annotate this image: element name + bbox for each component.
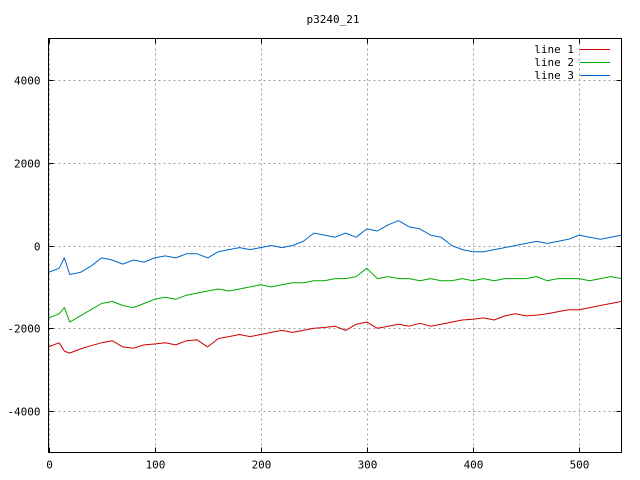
y-tick-label: -4000 [7,406,40,419]
y-tick-label: 0 [34,241,41,254]
series-line-2 [48,267,622,323]
axes: -4000 -2000 0 2000 4000 0 100 200 300 400 500 [7,38,622,472]
series-line-3 [48,220,622,275]
x-tick-label: 400 [464,459,484,472]
x-tick-label: 100 [146,459,166,472]
legend-label: line 1 [534,43,574,56]
series-line-1 [48,300,622,354]
x-tick-label: 500 [570,459,590,472]
y-tick-label: 2000 [14,158,41,171]
legend-label: line 2 [534,56,574,69]
chart-title: p3240_21 [307,13,360,26]
x-tick-label: 0 [46,459,53,472]
x-tick-label: 300 [358,459,378,472]
x-tick-label: 200 [252,459,272,472]
grid [48,38,622,453]
y-tick-label: -2000 [7,323,40,336]
series-group [48,220,622,354]
y-tick-label: 4000 [14,75,41,88]
legend-label: line 3 [534,69,574,82]
plot-frame [48,38,622,453]
